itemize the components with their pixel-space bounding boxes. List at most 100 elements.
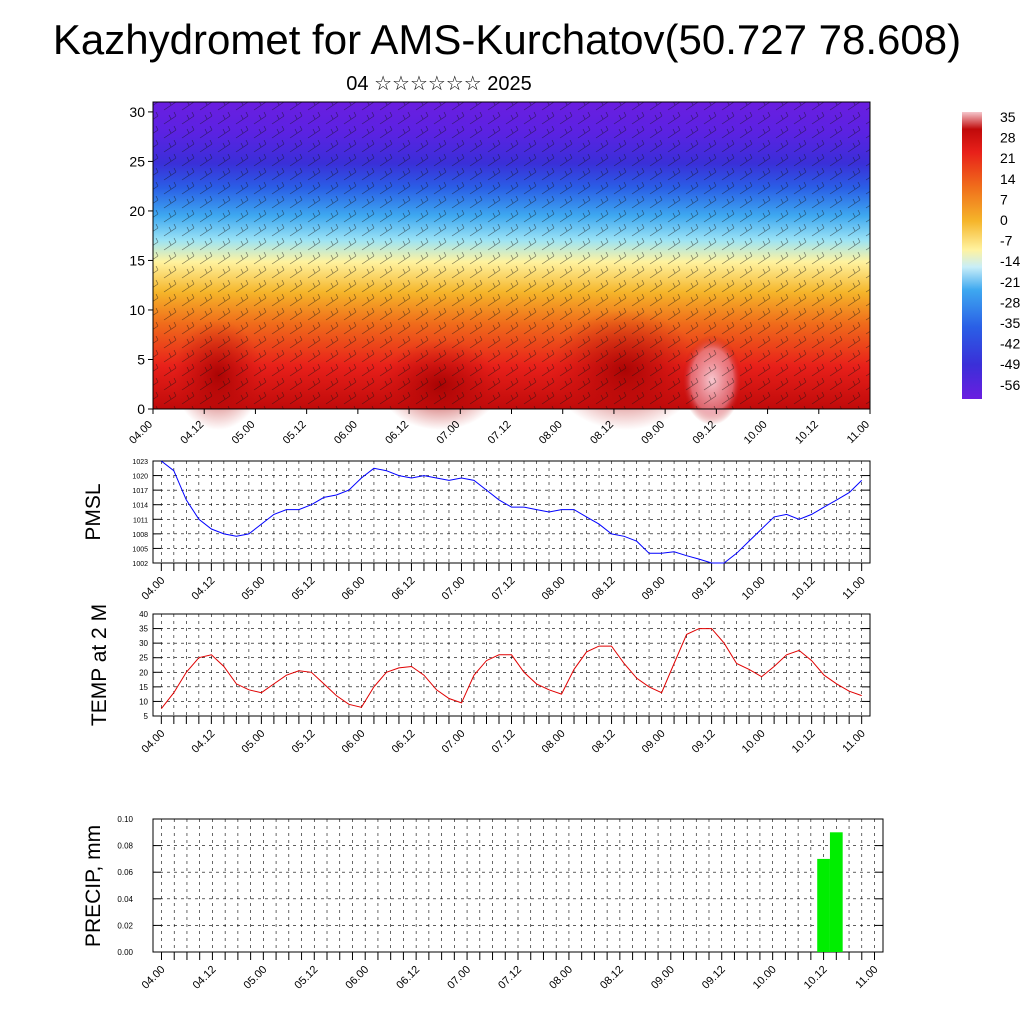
pmsl-x-tick-label: 05.12 bbox=[290, 575, 318, 603]
precipitation-y-tick-label: 0.04 bbox=[117, 895, 133, 904]
colorbar-label: -7 bbox=[1000, 233, 1013, 249]
precipitation-x-axis: 04.00 04.12 05.00 05.12 06.00 06.12 07.00 07.12… bbox=[140, 952, 881, 992]
temp-y-tick-label: 25 bbox=[139, 654, 148, 663]
temp-y-tick-label: 40 bbox=[139, 610, 148, 619]
precipitation-x-tick-label: 08.00 bbox=[547, 964, 575, 992]
pmsl-x-axis: 04.00 04.12 05.00 05.12 06.00 06.12 07.00 07.12… bbox=[140, 563, 868, 603]
pmsl-x-tick-label: 09.00 bbox=[640, 575, 668, 603]
heatmap-y-tick-label: 0 bbox=[137, 401, 145, 417]
precipitation-x-tick-label: 07.12 bbox=[496, 964, 524, 992]
heatmap-x-tick-label: 04.00 bbox=[127, 419, 155, 447]
colorbar-label: -28 bbox=[1000, 294, 1020, 310]
precipitation-y-tick-label: 0.10 bbox=[117, 815, 133, 824]
temp-x-tick-label: 07.00 bbox=[440, 728, 468, 756]
temp-x-tick-label: 10.12 bbox=[790, 728, 818, 756]
heatmap-x-tick-label: 07.12 bbox=[486, 419, 514, 447]
chart-title: Kazhydromet for AMS-Kurchatov(50.727 78.… bbox=[52, 16, 962, 63]
pmsl-x-tick-label: 07.12 bbox=[490, 575, 518, 603]
colorbar-label: 0 bbox=[1000, 212, 1008, 228]
pmsl-series-line bbox=[160, 460, 863, 564]
wind-barbs-overlay bbox=[153, 102, 870, 409]
precipitation-x-tick-label: 05.12 bbox=[292, 964, 320, 992]
precipitation-x-tick-label: 11.00 bbox=[853, 964, 880, 991]
temperature-axis-label: TEMP at 2 M bbox=[88, 604, 111, 726]
colorbar-label: -21 bbox=[1000, 274, 1020, 290]
colorbar: 35 28 21 14 7 0 -7 -14 -21 -28 -35 -42 -49 -56 bbox=[962, 109, 1020, 399]
pmsl-x-tick-label: 06.00 bbox=[340, 575, 368, 603]
precipitation-x-tick-label: 09.12 bbox=[700, 964, 728, 992]
pmsl-x-tick-label: 04.12 bbox=[190, 575, 218, 603]
precipitation-y-tick-label: 0.06 bbox=[117, 868, 133, 877]
chart-subtitle: 04 ☆☆☆☆☆☆ 2025 bbox=[346, 73, 532, 95]
colorbar-labels: 35 28 21 14 7 0 -7 -14 -21 -28 -35 -42 -49 -56 bbox=[1000, 109, 1020, 393]
precipitation-bars bbox=[817, 832, 843, 952]
precipitation-x-tick-label: 09.00 bbox=[649, 964, 677, 992]
temp-x-tick-label: 08.00 bbox=[540, 728, 568, 756]
colorbar-label: 14 bbox=[1000, 171, 1016, 187]
precipitation-y-tick-label: 0.00 bbox=[117, 948, 133, 957]
precipitation-x-tick-label: 05.00 bbox=[242, 964, 270, 992]
colorbar-label: 7 bbox=[1000, 191, 1008, 207]
pmsl-x-tick-label: 06.12 bbox=[390, 575, 418, 603]
colorbar-label: 35 bbox=[1000, 109, 1016, 125]
precipitation-x-tick-label: 04.12 bbox=[191, 964, 219, 992]
heatmap-x-tick-label: 10.12 bbox=[793, 419, 821, 447]
temperature-y-axis: 5 10 15 20 25 30 35 40 bbox=[139, 610, 870, 721]
temp-x-tick-label: 09.12 bbox=[690, 728, 718, 756]
pmsl-axis-label: PMSL bbox=[82, 483, 105, 540]
pmsl-y-tick-label: 1020 bbox=[132, 474, 148, 481]
pmsl-x-tick-label: 10.12 bbox=[790, 575, 818, 603]
precipitation-x-tick-label: 07.00 bbox=[445, 964, 473, 992]
precipitation-y-tick-label: 0.02 bbox=[117, 921, 133, 930]
temp-y-tick-label: 35 bbox=[139, 625, 148, 634]
precipitation-axis-label: PRECIP, mm bbox=[82, 825, 105, 947]
colorbar-label: -56 bbox=[1000, 377, 1020, 393]
pmsl-y-axis: 1002 1005 1008 1011 1014 1017 1020 1023 bbox=[132, 459, 870, 568]
pmsl-y-tick-label: 1008 bbox=[132, 532, 148, 539]
temperature-grid bbox=[153, 613, 870, 717]
pmsl-x-tick-label: 11.00 bbox=[840, 575, 867, 602]
pmsl-y-tick-label: 1002 bbox=[132, 561, 148, 568]
heatmap-x-tick-label: 08.00 bbox=[537, 419, 565, 447]
temp-x-tick-label: 07.12 bbox=[490, 728, 518, 756]
pmsl-x-tick-label: 08.12 bbox=[590, 575, 618, 603]
temp-x-tick-label: 06.12 bbox=[390, 728, 418, 756]
temp-y-tick-label: 5 bbox=[144, 712, 149, 721]
temp-x-tick-label: 10.00 bbox=[740, 728, 768, 756]
precipitation-y-axis: 0.00 0.02 0.04 0.06 0.08 0.10 bbox=[117, 815, 883, 957]
pmsl-x-tick-label: 10.00 bbox=[740, 575, 768, 603]
pmsl-x-tick-label: 09.12 bbox=[690, 575, 718, 603]
pmsl-x-tick-label: 08.00 bbox=[540, 575, 568, 603]
pmsl-y-tick-label: 1011 bbox=[133, 517, 148, 524]
precipitation-x-tick-label: 10.12 bbox=[802, 964, 830, 992]
precipitation-bar bbox=[829, 832, 843, 952]
pmsl-grid bbox=[153, 460, 870, 564]
temp-y-tick-label: 20 bbox=[139, 668, 148, 677]
temp-x-tick-label: 05.00 bbox=[240, 728, 268, 756]
pmsl-x-tick-label: 07.00 bbox=[440, 575, 468, 603]
precipitation-x-tick-label: 06.00 bbox=[343, 964, 371, 992]
colorbar-label: -14 bbox=[1000, 253, 1020, 269]
pmsl-y-tick-label: 1014 bbox=[132, 503, 148, 510]
heatmap-x-tick-label: 11.00 bbox=[845, 419, 872, 446]
temp-x-tick-label: 11.00 bbox=[840, 728, 867, 755]
colorbar-label: 21 bbox=[1000, 150, 1016, 166]
precipitation-x-tick-label: 10.00 bbox=[751, 964, 779, 992]
colorbar-scale bbox=[962, 112, 982, 399]
colorbar-label: -42 bbox=[1000, 336, 1020, 352]
temp-y-tick-label: 30 bbox=[139, 639, 148, 648]
heatmap-y-tick-label: 5 bbox=[137, 351, 145, 367]
precipitation-x-tick-label: 04.00 bbox=[140, 964, 168, 992]
pmsl-y-tick-label: 1023 bbox=[132, 459, 148, 466]
heatmap-y-tick-label: 10 bbox=[129, 302, 145, 318]
precipitation-panel: 0.00 0.02 0.04 0.06 0.08 0.10 04.00 04.12 05.00… bbox=[82, 815, 884, 992]
pmsl-x-tick-label: 05.00 bbox=[240, 575, 268, 603]
temperature-series-line bbox=[160, 628, 862, 710]
colorbar-label: -35 bbox=[1000, 315, 1020, 331]
precipitation-x-tick-label: 06.12 bbox=[394, 964, 422, 992]
colorbar-label: -49 bbox=[1000, 356, 1020, 372]
heatmap-x-tick-label: 06.12 bbox=[383, 419, 411, 447]
temp-x-tick-label: 04.12 bbox=[190, 728, 218, 756]
